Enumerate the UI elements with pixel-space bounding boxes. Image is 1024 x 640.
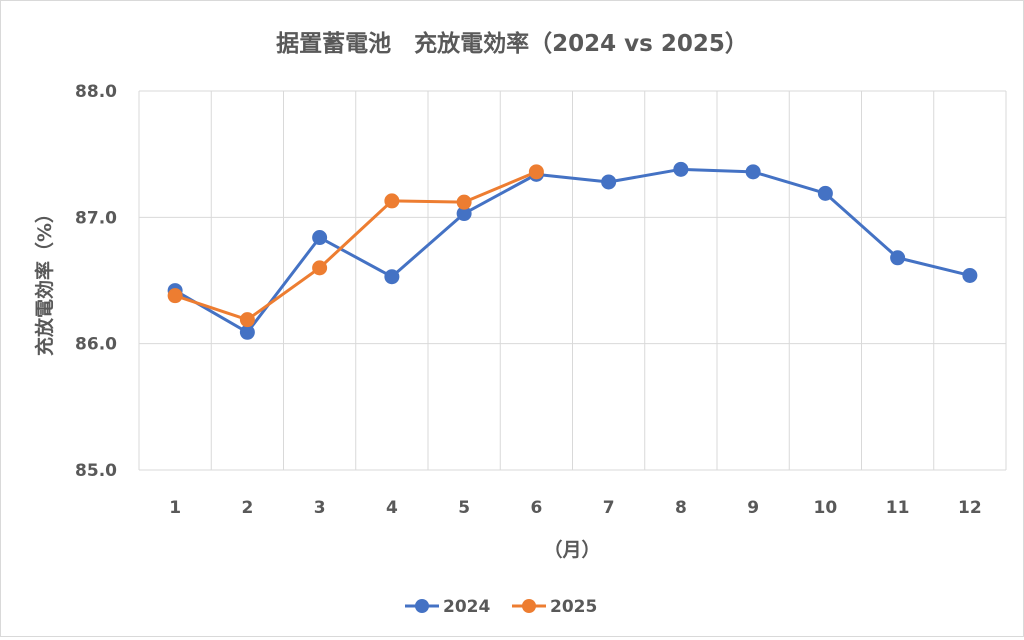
series-2025: [167, 164, 544, 328]
y-tick-label: 85.0: [75, 461, 117, 481]
legend-marker: [415, 599, 429, 613]
data-point: [239, 312, 255, 328]
x-tick-label: 3: [314, 498, 326, 518]
data-point: [601, 174, 617, 190]
legend-marker: [522, 599, 536, 613]
data-point: [673, 161, 689, 177]
x-tick-label: 6: [530, 498, 542, 518]
y-axis-title: 充放電効率（%）: [33, 204, 56, 356]
y-tick-label: 86.0: [75, 335, 117, 355]
series-line-2024: [174, 167, 971, 334]
x-tick-label: 9: [747, 498, 759, 518]
data-point: [384, 193, 400, 209]
data-series: [167, 161, 978, 340]
series-line-2025: [174, 170, 537, 322]
x-axis-ticks: 1 2 3 4 5 6 7 8 9 10 11 12: [169, 498, 982, 518]
legend-label: 2024: [443, 597, 490, 617]
y-axis-ticks: 85.0 86.0 87.0 88.0: [75, 82, 117, 481]
gridlines: [138, 90, 1007, 471]
x-tick-label: 4: [386, 498, 398, 518]
data-point: [456, 194, 472, 210]
legend-item-2025: 2025: [512, 597, 597, 617]
x-tick-label: 8: [675, 498, 687, 518]
y-tick-label: 87.0: [75, 208, 117, 228]
data-point: [745, 164, 761, 180]
y-tick-label: 88.0: [75, 82, 117, 102]
data-point: [167, 288, 183, 304]
legend-item-2024: 2024: [405, 597, 490, 617]
x-tick-label: 10: [814, 498, 838, 518]
data-point: [890, 250, 906, 266]
data-point: [817, 185, 833, 201]
legend: 2024 2025: [405, 597, 597, 617]
data-point: [528, 164, 544, 180]
data-point: [384, 269, 400, 285]
data-point: [312, 260, 328, 276]
x-tick-label: 11: [886, 498, 910, 518]
legend-label: 2025: [550, 597, 597, 617]
data-point: [239, 324, 255, 340]
x-axis-title: （月）: [543, 538, 600, 561]
series-2024: [167, 161, 978, 340]
x-tick-label: 5: [458, 498, 470, 518]
x-tick-label: 1: [169, 498, 181, 518]
chart-title: 据置蓄電池 充放電効率（2024 vs 2025）: [276, 30, 748, 57]
data-point: [312, 230, 328, 246]
x-tick-label: 12: [958, 498, 982, 518]
x-tick-label: 2: [241, 498, 253, 518]
x-tick-label: 7: [603, 498, 615, 518]
data-point: [962, 267, 978, 283]
